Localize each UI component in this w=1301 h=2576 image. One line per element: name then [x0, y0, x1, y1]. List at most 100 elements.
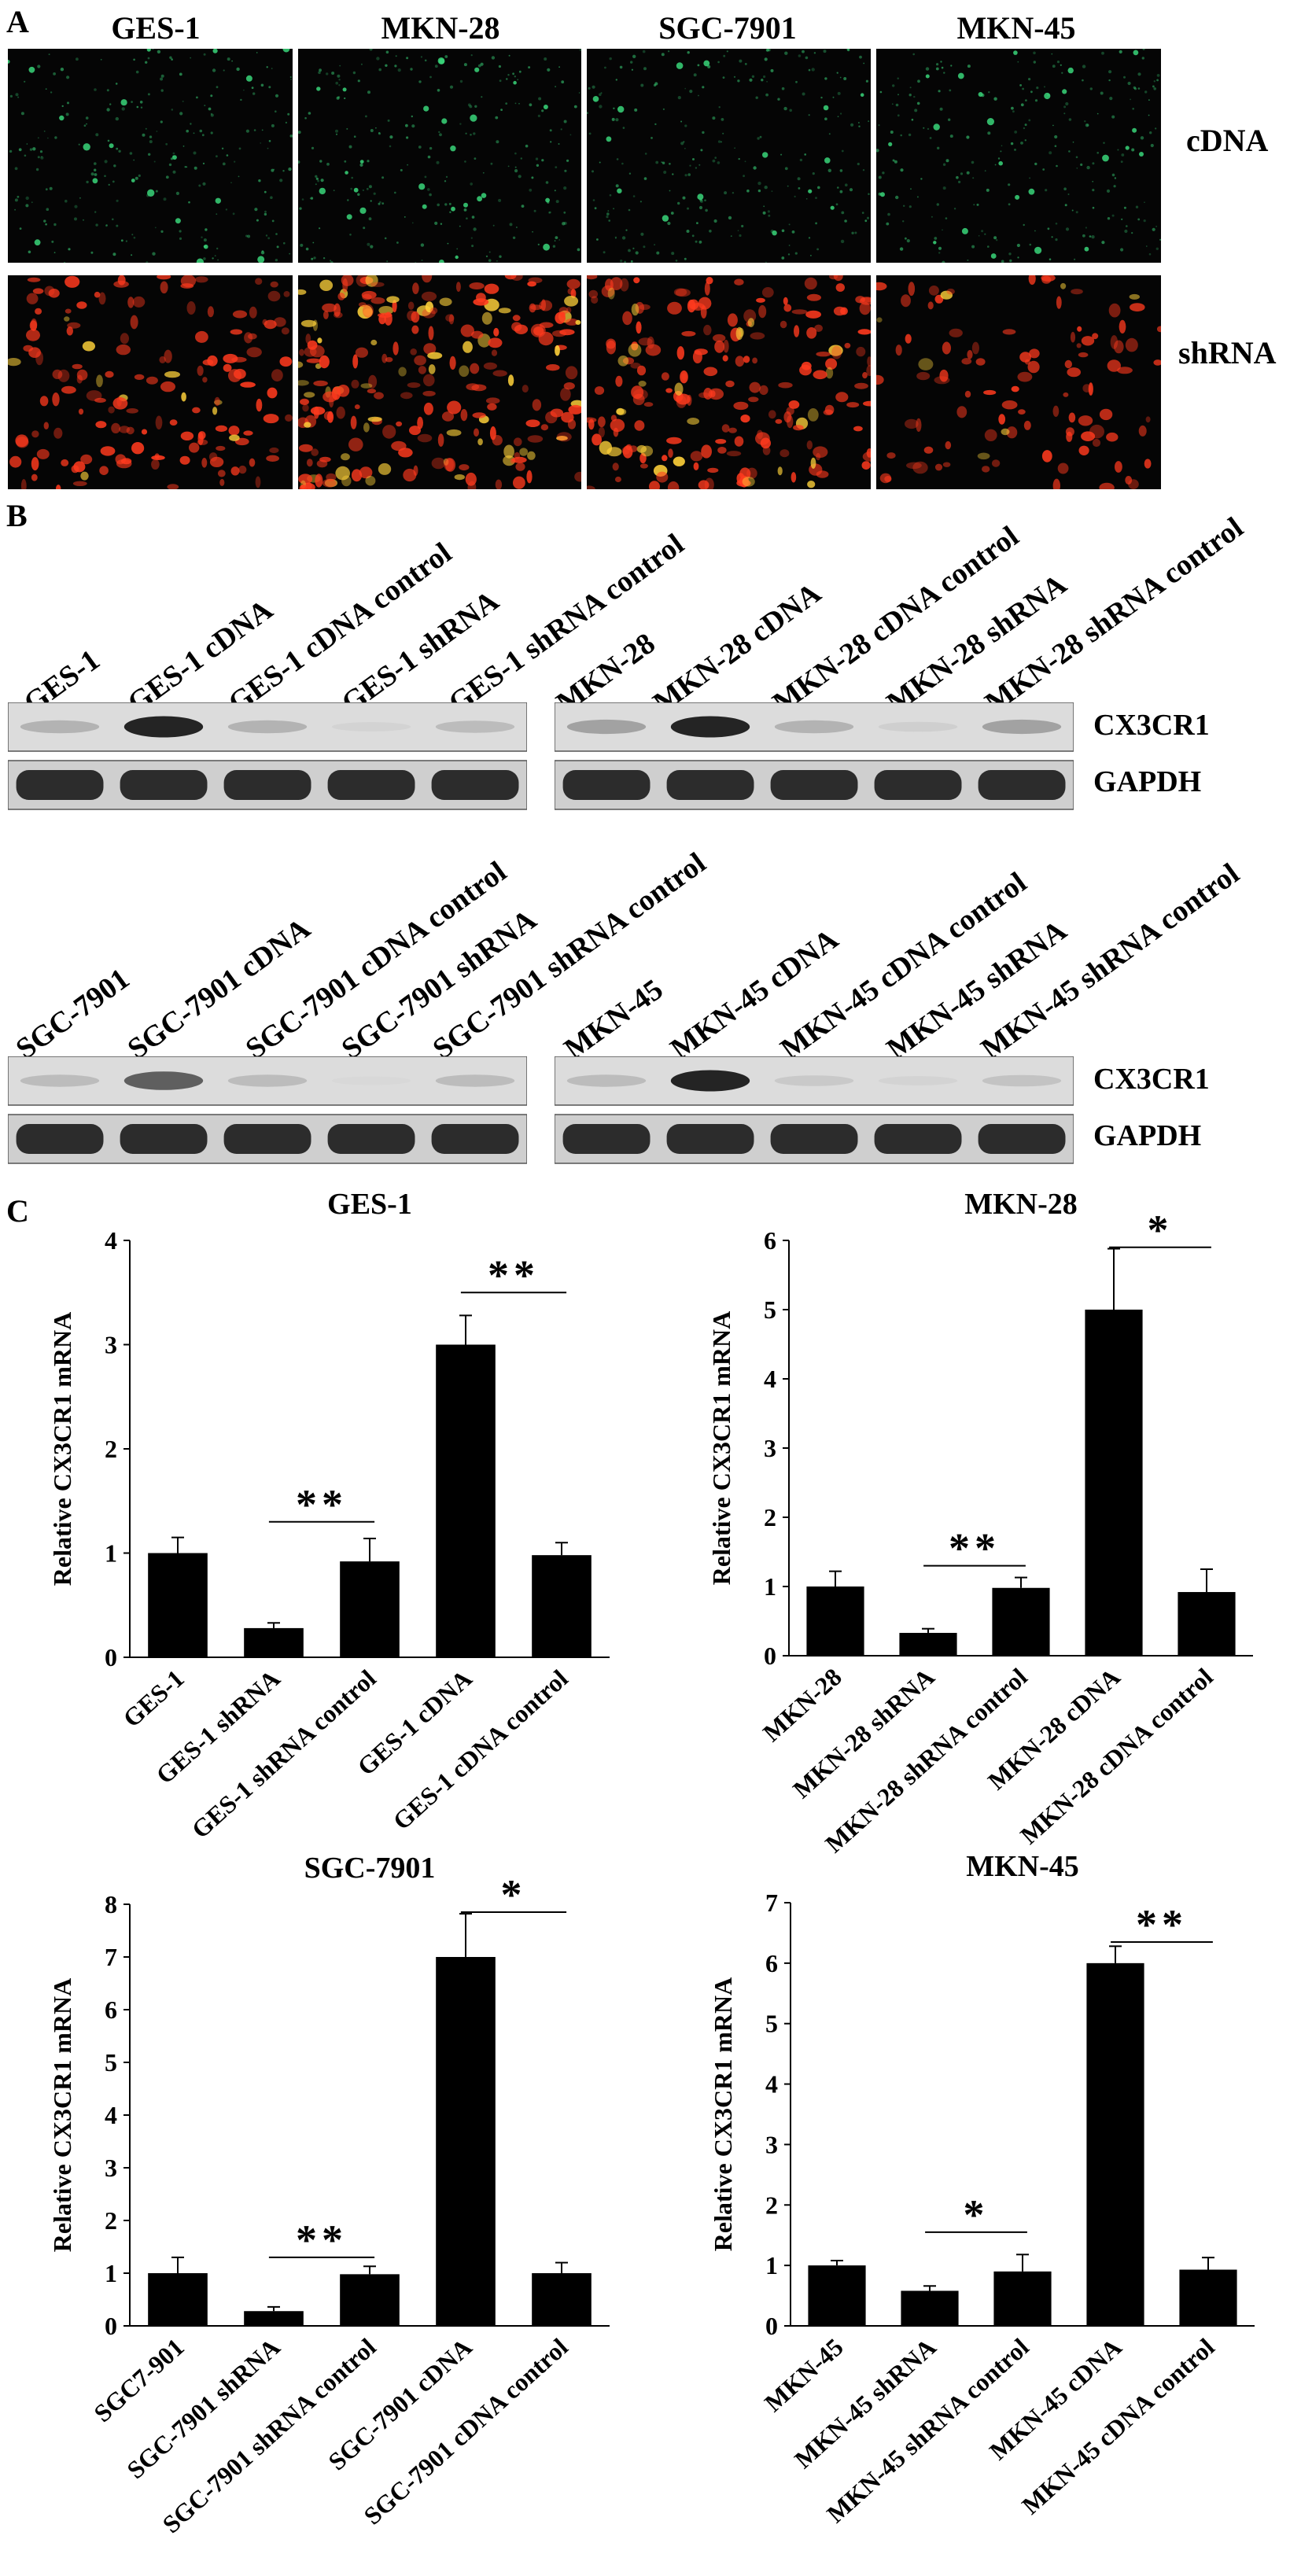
cx3cr1-band [878, 721, 958, 732]
y-tick-label: 8 [105, 1890, 117, 1918]
bar [1179, 2269, 1237, 2326]
cx3cr1-band [774, 720, 854, 734]
significance-label: ** [296, 1481, 348, 1528]
bar [244, 2311, 304, 2326]
x-tick-label: MKN-45 [759, 2332, 849, 2417]
y-tick-label: 0 [105, 1643, 117, 1671]
cx3cr1-band [435, 720, 515, 733]
gapdh-band [327, 1124, 415, 1154]
panel-a-col-label-ges1: GES-1 [111, 10, 201, 46]
significance-label: * [964, 2191, 990, 2239]
bar [901, 2290, 959, 2326]
cx3cr1-band [878, 1076, 958, 1085]
gapdh-band [666, 1124, 754, 1154]
bar [340, 2274, 400, 2326]
bar [1085, 1310, 1143, 1656]
bar [436, 1957, 496, 2326]
bar [532, 2273, 592, 2326]
significance-label: ** [1136, 1901, 1188, 1948]
y-tick-label: 7 [765, 1889, 778, 1917]
gapdh-band [770, 1124, 858, 1154]
y-tick-label: 4 [765, 2070, 778, 2099]
gapdh-band [431, 1124, 519, 1154]
bar [993, 2271, 1052, 2326]
bar [899, 1632, 957, 1656]
y-tick-label: 6 [765, 1949, 778, 1977]
band-label-cx3cr1: CX3CR1 [1093, 1063, 1210, 1096]
panel-a-letter: A [6, 4, 29, 39]
cx3cr1-band [982, 719, 1062, 735]
y-axis-label: Relative CX3CR1 mRNA [707, 1311, 735, 1585]
micrograph-mkn45-cdna [876, 49, 1161, 263]
gapdh-band [223, 770, 311, 800]
cx3cr1-band [566, 1074, 647, 1087]
cx3cr1-band [20, 720, 100, 734]
cx3cr1-band [774, 1075, 854, 1086]
cx3cr1-band [227, 1074, 308, 1087]
y-tick-label: 1 [764, 1572, 776, 1601]
y-axis-label: Relative CX3CR1 mRNA [48, 1312, 76, 1586]
cx3cr1-band [566, 719, 647, 735]
y-tick-label: 7 [105, 1943, 117, 1971]
y-tick-label: 6 [105, 1996, 117, 2024]
chart-title: MKN-28 [964, 1188, 1078, 1221]
y-tick-label: 2 [105, 2206, 117, 2235]
bar [148, 2273, 208, 2326]
gapdh-band [120, 770, 208, 800]
bar [340, 1561, 400, 1657]
panel-a-row-label-shrna: shRNA [1178, 335, 1277, 370]
chart-title: SGC-7901 [304, 1852, 436, 1885]
micrograph-mkn28-cdna [298, 49, 581, 263]
bar [808, 2265, 866, 2326]
cx3cr1-band [123, 1071, 204, 1090]
gapdh-band [16, 1124, 104, 1154]
y-tick-label: 2 [764, 1503, 776, 1531]
bar [436, 1344, 496, 1657]
cx3cr1-band [331, 1076, 411, 1085]
cx3cr1-band [435, 1074, 515, 1087]
gapdh-band [562, 1124, 650, 1154]
y-tick-label: 4 [105, 1226, 117, 1255]
western-blot-mkn28 [555, 702, 1074, 810]
panel-a-col-label-mkn28: MKN-28 [381, 10, 500, 46]
panel-a-col-label-sgc7901: SGC-7901 [658, 10, 797, 46]
y-tick-label: 5 [105, 2048, 117, 2077]
gapdh-band [874, 1124, 962, 1154]
gapdh-band [978, 1124, 1066, 1154]
y-tick-label: 3 [765, 2130, 778, 2158]
gapdh-band [16, 770, 104, 800]
bar [1178, 1592, 1236, 1656]
gapdh-band [666, 770, 754, 800]
bar [532, 1555, 592, 1657]
western-blot-ges1 [8, 702, 527, 810]
y-tick-label: 1 [105, 1539, 117, 1568]
panel-c-letter: C [6, 1193, 29, 1229]
significance-label: ** [949, 1525, 1001, 1572]
gapdh-band [770, 770, 858, 800]
chart-title: GES-1 [327, 1188, 412, 1221]
band-label-cx3cr1: CX3CR1 [1093, 709, 1210, 742]
y-tick-label: 3 [105, 2154, 117, 2182]
cx3cr1-band [123, 716, 204, 738]
y-tick-label: 6 [764, 1226, 776, 1255]
chart-title: MKN-45 [966, 1850, 1079, 1883]
significance-label: ** [296, 2217, 348, 2264]
y-tick-label: 0 [764, 1642, 776, 1670]
gapdh-band [223, 1124, 311, 1154]
y-tick-label: 3 [764, 1434, 776, 1462]
y-tick-label: 5 [765, 2010, 778, 2038]
y-tick-label: 1 [765, 2251, 778, 2279]
y-axis-label: Relative CX3CR1 mRNA [48, 1978, 76, 2252]
y-tick-label: 0 [765, 2312, 778, 2340]
y-tick-label: 4 [764, 1365, 776, 1393]
y-tick-label: 1 [105, 2259, 117, 2287]
bar [148, 1553, 208, 1657]
cx3cr1-band [982, 1074, 1062, 1087]
panel-a-col-label-mkn45: MKN-45 [956, 10, 1076, 46]
band-label-gapdh: GAPDH [1093, 765, 1202, 798]
panel-a-row-label-cdna: cDNA [1186, 123, 1269, 158]
